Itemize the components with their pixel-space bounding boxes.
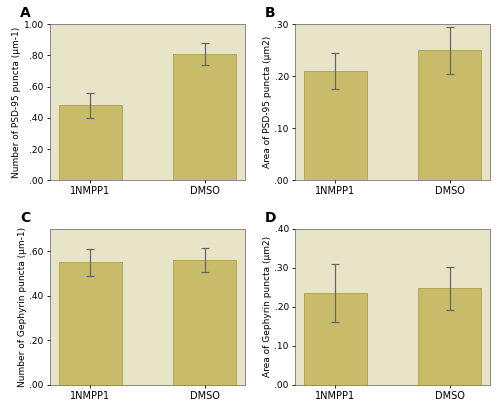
Bar bbox=[173, 54, 236, 180]
Text: C: C bbox=[20, 211, 30, 225]
Bar bbox=[418, 288, 481, 385]
Text: D: D bbox=[265, 211, 276, 225]
Y-axis label: Number of Gephyrin puncta (μm-1): Number of Gephyrin puncta (μm-1) bbox=[18, 227, 26, 387]
Bar bbox=[173, 260, 236, 385]
Text: B: B bbox=[265, 6, 276, 20]
Bar bbox=[304, 293, 367, 385]
Bar bbox=[59, 105, 122, 180]
Y-axis label: Area of PSD-95 puncta (μm2): Area of PSD-95 puncta (μm2) bbox=[262, 36, 272, 168]
Bar bbox=[304, 71, 367, 180]
Y-axis label: Area of Gephyrin puncta (μm2): Area of Gephyrin puncta (μm2) bbox=[262, 236, 272, 377]
Y-axis label: Number of PSD-95 puncta (μm-1): Number of PSD-95 puncta (μm-1) bbox=[12, 27, 21, 178]
Bar bbox=[59, 262, 122, 385]
Text: A: A bbox=[20, 6, 31, 20]
Bar bbox=[418, 50, 481, 180]
